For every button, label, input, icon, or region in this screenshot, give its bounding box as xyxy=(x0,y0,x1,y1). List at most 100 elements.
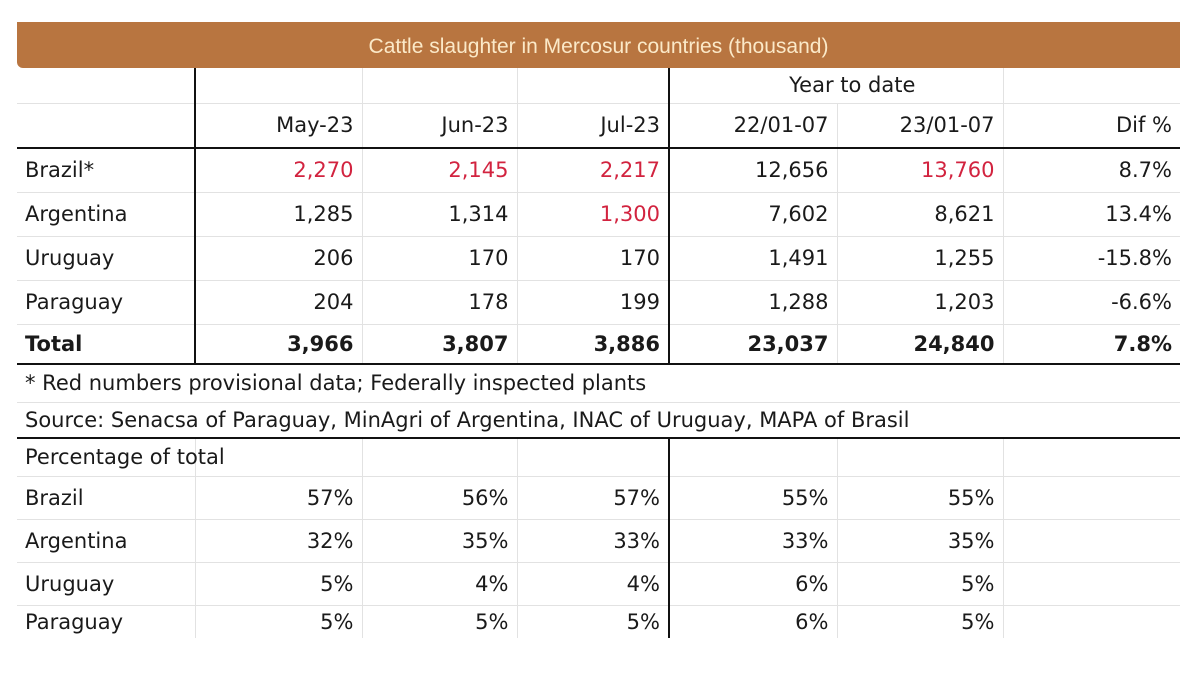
percentage-header-row: Percentage of total xyxy=(17,438,1180,477)
percentage-cell: 33% xyxy=(668,519,837,563)
column-header: 23/01-07 xyxy=(836,103,1003,149)
data-cell: 3,807 xyxy=(361,324,517,365)
source-note: Source: Senacsa of Paraguay, MinAgri of … xyxy=(17,402,1180,439)
data-cell: 178 xyxy=(361,280,517,325)
percentage-cell: 35% xyxy=(361,519,517,563)
empty-cell xyxy=(361,68,517,104)
empty-cell xyxy=(1002,438,1180,477)
column-header: May-23 xyxy=(194,103,362,149)
percentage-cell: 6% xyxy=(668,562,837,606)
data-cell: 1,285 xyxy=(194,192,362,237)
percentage-cell: 55% xyxy=(668,476,837,520)
table-title: Cattle slaughter in Mercosur countries (… xyxy=(17,22,1180,68)
empty-cell xyxy=(516,438,670,477)
data-cell: 199 xyxy=(516,280,670,325)
table-row: Paraguay 204 178 199 1,288 1,203 -6.6% xyxy=(17,280,1180,325)
percentage-cell: 5% xyxy=(194,562,362,606)
empty-cell xyxy=(668,438,837,477)
percentage-cell: 5% xyxy=(836,562,1003,606)
row-label: Paraguay xyxy=(17,280,196,325)
percentage-cell: 4% xyxy=(361,562,517,606)
column-header: Jun-23 xyxy=(361,103,517,149)
data-cell: 170 xyxy=(516,236,670,281)
percentage-cell: 5% xyxy=(194,605,362,638)
percentage-cell: 5% xyxy=(836,605,1003,638)
footnote: * Red numbers provisional data; Federall… xyxy=(17,364,1180,403)
data-cell: 1,203 xyxy=(836,280,1003,325)
data-cell: 1,255 xyxy=(836,236,1003,281)
data-cell: 3,886 xyxy=(516,324,670,365)
percentage-cell: 57% xyxy=(194,476,362,520)
percentage-cell: 57% xyxy=(516,476,670,520)
percentage-cell: 5% xyxy=(361,605,517,638)
percentage-cell: 6% xyxy=(668,605,837,638)
empty-cell xyxy=(17,68,196,104)
data-cell: 7.8% xyxy=(1002,324,1180,365)
empty-cell xyxy=(1002,605,1180,638)
empty-cell xyxy=(1002,519,1180,563)
table-row: Total 3,966 3,807 3,886 23,037 24,840 7.8% xyxy=(17,324,1180,365)
data-cell: 8.7% xyxy=(1002,148,1180,193)
data-cell: 8,621 xyxy=(836,192,1003,237)
percentage-row: Uruguay 5% 4% 4% 6% 5% xyxy=(17,562,1180,606)
column-header: 22/01-07 xyxy=(668,103,837,149)
data-cell: 13.4% xyxy=(1002,192,1180,237)
data-cell: -15.8% xyxy=(1002,236,1180,281)
year-to-date-header: Year to date xyxy=(668,68,1003,104)
row-label: Total xyxy=(17,324,196,365)
data-cell: 12,656 xyxy=(668,148,837,193)
empty-cell xyxy=(17,103,196,149)
data-cell: 13,760 xyxy=(836,148,1003,193)
column-header-row: May-23 Jun-23 Jul-23 22/01-07 23/01-07 Dif % xyxy=(17,103,1180,149)
data-cell: -6.6% xyxy=(1002,280,1180,325)
empty-cell xyxy=(516,68,670,104)
percentage-cell: 55% xyxy=(836,476,1003,520)
row-label: Argentina xyxy=(17,192,196,237)
percentage-row: Brazil 57% 56% 57% 55% 55% xyxy=(17,476,1180,520)
data-cell: 1,288 xyxy=(668,280,837,325)
data-cell: 206 xyxy=(194,236,362,281)
row-label: Uruguay xyxy=(17,562,196,606)
data-cell: 1,314 xyxy=(361,192,517,237)
empty-cell xyxy=(361,438,517,477)
footnote-row: * Red numbers provisional data; Federall… xyxy=(17,364,1180,403)
data-cell: 3,966 xyxy=(194,324,362,365)
percentage-row: Argentina 32% 35% 33% 33% 35% xyxy=(17,519,1180,563)
data-cell: 170 xyxy=(361,236,517,281)
data-cell: 1,300 xyxy=(516,192,670,237)
percentage-cell: 4% xyxy=(516,562,670,606)
row-label: Brazil xyxy=(17,476,196,520)
percentage-row: Paraguay 5% 5% 5% 6% 5% xyxy=(17,605,1180,638)
cattle-slaughter-table: Cattle slaughter in Mercosur countries (… xyxy=(17,22,1180,638)
percentage-cell: 5% xyxy=(516,605,670,638)
group-header-row: Year to date xyxy=(17,68,1180,104)
percentage-cell: 56% xyxy=(361,476,517,520)
percentage-header: Percentage of total xyxy=(17,438,225,477)
source-row: Source: Senacsa of Paraguay, MinAgri of … xyxy=(17,402,1180,439)
data-cell: 23,037 xyxy=(668,324,837,365)
empty-cell xyxy=(836,438,1003,477)
data-cell: 2,217 xyxy=(516,148,670,193)
percentage-cell: 32% xyxy=(194,519,362,563)
column-header: Dif % xyxy=(1002,103,1180,149)
table-row: Uruguay 206 170 170 1,491 1,255 -15.8% xyxy=(17,236,1180,281)
column-header: Jul-23 xyxy=(516,103,670,149)
empty-cell xyxy=(1002,68,1180,104)
data-cell: 2,270 xyxy=(194,148,362,193)
data-table: Year to date May-23 Jun-23 Jul-23 22/01-07 23… xyxy=(17,68,1180,638)
row-label: Brazil* xyxy=(17,148,196,193)
row-label: Paraguay xyxy=(17,605,196,638)
percentage-cell: 35% xyxy=(836,519,1003,563)
data-cell: 24,840 xyxy=(836,324,1003,365)
row-label: Uruguay xyxy=(17,236,196,281)
data-cell: 1,491 xyxy=(668,236,837,281)
data-cell: 2,145 xyxy=(361,148,517,193)
empty-cell xyxy=(194,438,362,477)
empty-cell xyxy=(194,68,362,104)
row-label: Argentina xyxy=(17,519,196,563)
percentage-cell: 33% xyxy=(516,519,670,563)
empty-cell xyxy=(1002,476,1180,520)
table-row: Argentina 1,285 1,314 1,300 7,602 8,621 13.4% xyxy=(17,192,1180,237)
empty-cell xyxy=(1002,562,1180,606)
data-cell: 204 xyxy=(194,280,362,325)
